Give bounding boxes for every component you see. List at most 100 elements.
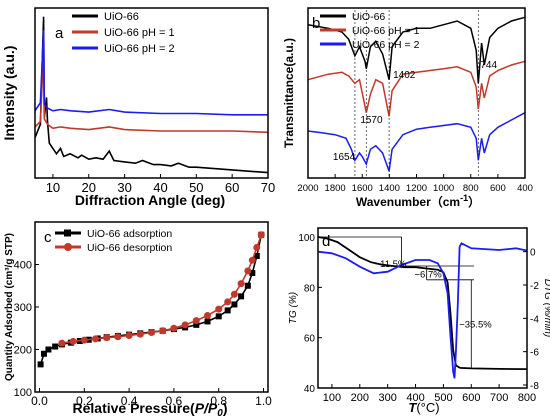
series-line-1 [34, 16, 269, 174]
panel-d-frame [317, 227, 528, 389]
panel-b-ftir: 2000 1800 1600 1400 1200 1000 800 600 400 1402 74… [282, 7, 533, 209]
panel-b-letter: b [312, 15, 320, 32]
data-point-circle [170, 324, 178, 332]
x-tick-label: 30 [117, 180, 131, 195]
data-point-circle [58, 339, 66, 347]
data-point-square [249, 270, 256, 276]
y-tick-label-left: 80 [304, 283, 316, 294]
legend-marker-square [64, 229, 71, 237]
panel-b-x-ticks: 2000 1800 1600 1400 1200 1000 800 600 400 [297, 174, 533, 194]
panel-d-annotations: −11.5% −6.7% −35.5% [375, 259, 493, 330]
data-point-circle [103, 334, 111, 342]
panel-d-letter: d [322, 233, 330, 250]
data-point-square [193, 321, 200, 328]
y-tick-label-left: 60 [304, 334, 316, 345]
series-line-3 [34, 30, 268, 116]
x-tick-label: 0.0 [31, 394, 48, 408]
mass-loss-label: −35.5% [459, 320, 492, 331]
panel-a-series-lines [34, 16, 269, 174]
legend-label-1: UiO-66 [352, 11, 385, 23]
panel-a-frame [34, 7, 269, 179]
panel-c-letter: c [44, 229, 52, 246]
data-point-square [52, 343, 59, 350]
x-tick-label: 1200 [406, 183, 427, 194]
panel-c-y-label: Quantity Adsorbed (cm³/g STP) [4, 233, 15, 381]
x-tick-label: 400 [517, 183, 533, 194]
x-tick-label: 400 [406, 392, 424, 404]
data-point-circle [159, 327, 167, 335]
series-line-2 [307, 60, 526, 117]
legend-marker-circle [64, 243, 72, 251]
panel-d-x-label-unit: (°C) [416, 400, 439, 415]
x-tick-label: 60 [225, 180, 239, 195]
panel-a-y-label: Intensity (a.u.) [1, 46, 17, 141]
x-tick-label: 0.2 [76, 394, 93, 408]
panel-b-y-label: Transmittance(a.u.) [282, 38, 296, 148]
series-line-2 [34, 50, 269, 134]
y-tick-label: 300 [14, 302, 32, 314]
x-tick-label: 50 [189, 180, 203, 195]
x-tick-label: 0.4 [121, 394, 138, 408]
panel-c-isotherm: 0.0 0.2 0.4 0.6 0.8 1.0 100 200 300 400 c UiO-66… [4, 221, 272, 419]
y-tick-label-right: 0 [530, 248, 536, 259]
data-point-circle [204, 312, 212, 319]
series-line-1 [317, 236, 528, 370]
data-point-circle [237, 280, 245, 288]
panel-a-letter: a [55, 25, 64, 42]
data-point-square [40, 350, 47, 357]
x-tick-label: 0.8 [210, 394, 227, 408]
data-point-square [45, 346, 52, 353]
x-tick-label: 1000 [433, 183, 454, 194]
panel-b-annotations: 1402 744 1570 1654 [333, 60, 498, 163]
data-point-circle [136, 330, 144, 338]
y-tick-label-left: 100 [298, 233, 315, 244]
data-point-square [224, 307, 231, 314]
data-point-circle [114, 333, 122, 341]
data-point-circle [215, 305, 223, 313]
data-point-square [215, 313, 222, 320]
y-tick-label-right: -2 [530, 281, 539, 292]
x-tick-label: 800 [518, 392, 536, 404]
legend-label-2: UiO-66 pH = 1 [104, 27, 175, 39]
panel-c-x-ticks: 0.0 0.2 0.4 0.6 0.8 1.0 [31, 388, 272, 408]
y-tick-label-left: 40 [304, 384, 316, 395]
panel-d-y-label-right: DTG (%/min) [542, 279, 550, 337]
data-point-square [204, 318, 211, 325]
data-point-circle [248, 256, 256, 264]
x-tick-label: 40 [153, 180, 167, 195]
x-tick-label: 2000 [297, 183, 318, 194]
panel-c-x-label: Relative Pressure(P/P0) [73, 400, 228, 419]
legend-label-1: UiO-66 [104, 11, 139, 23]
x-tick-label: 1.0 [255, 394, 272, 408]
panel-d-series-lines [317, 236, 528, 379]
legend-label-1: UiO-66 adsorption [87, 228, 172, 240]
panel-c-x-label-italic: P/P [195, 400, 218, 416]
y-tick-label-right: -8 [530, 381, 539, 392]
panel-b-series-lines [307, 16, 526, 172]
panel-c-y-ticks: 100 200 300 400 [14, 260, 39, 399]
x-tick-label: 0.6 [166, 394, 183, 408]
data-point-circle [125, 331, 133, 339]
series-line-2 [61, 234, 263, 344]
panel-b-x-label-close: ） [468, 194, 480, 209]
y-tick-label-right: -6 [530, 348, 539, 359]
panel-a-x-ticks: 10 20 30 40 50 60 70 [46, 174, 275, 195]
panel-c-x-label-close: ) [223, 400, 228, 416]
x-tick-label: 70 [261, 180, 275, 195]
data-point-circle [257, 231, 265, 239]
panel-b-x-label: Wavenumber（cm-1） [356, 193, 480, 209]
x-tick-label: 1800 [325, 183, 346, 194]
data-point-circle [230, 290, 238, 298]
y-tick-label-right: -4 [530, 314, 539, 325]
mass-loss-label: −6.7% [414, 269, 442, 280]
y-tick-label: 200 [14, 345, 32, 357]
mass-loss-label: −11.5% [375, 259, 407, 270]
y-tick-label: 100 [14, 387, 32, 399]
data-point-circle [69, 337, 77, 345]
x-tick-label: 200 [351, 392, 369, 404]
data-point-circle [244, 267, 252, 275]
x-tick-label: 1600 [352, 183, 373, 194]
panel-d-y-label-left: TG (%) [288, 292, 299, 324]
panel-d-x-label-main: T [408, 400, 417, 415]
